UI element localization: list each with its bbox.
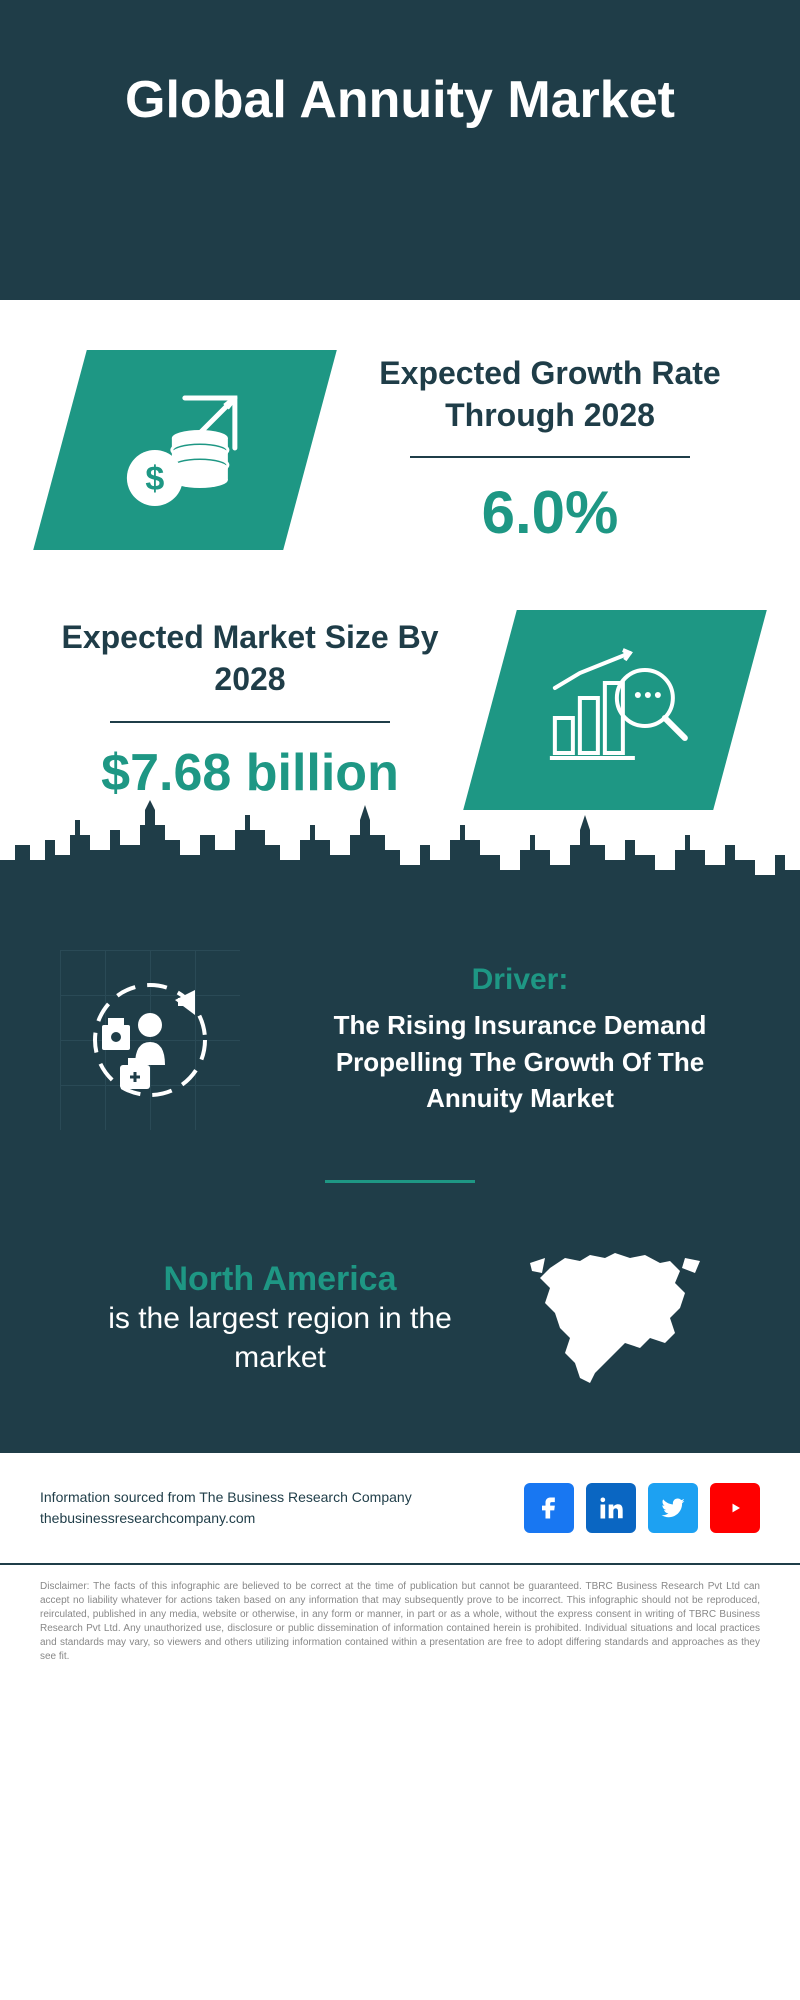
- chart-analysis-icon: [535, 638, 695, 783]
- region-text: North America is the largest region in t…: [80, 1260, 480, 1377]
- footer-line-2: thebusinessresearchcompany.com: [40, 1508, 412, 1529]
- svg-text:$: $: [146, 460, 165, 498]
- region-highlight: North America: [80, 1260, 480, 1299]
- growth-icon-box: $: [33, 350, 337, 550]
- twitter-icon[interactable]: [648, 1483, 698, 1533]
- dark-info-section: Driver: The Rising Insurance Demand Prop…: [0, 910, 800, 1453]
- divider: [110, 721, 390, 723]
- growth-rate-section: $ Expected Growth Rate Through 2028 6.0%: [0, 300, 800, 570]
- growth-rate-label: Expected Growth Rate Through 2028: [360, 353, 740, 436]
- driver-text: Driver: The Rising Insurance Demand Prop…: [300, 963, 740, 1116]
- driver-description: The Rising Insurance Demand Propelling T…: [300, 1007, 740, 1116]
- footer: Information sourced from The Business Re…: [0, 1453, 800, 1565]
- region-subtext: is the largest region in the market: [80, 1299, 480, 1377]
- driver-label: Driver:: [300, 963, 740, 997]
- driver-row: Driver: The Rising Insurance Demand Prop…: [60, 950, 740, 1130]
- facebook-icon[interactable]: [524, 1483, 574, 1533]
- linkedin-icon[interactable]: [586, 1483, 636, 1533]
- section-divider: [325, 1180, 475, 1183]
- growth-rate-value: 6.0%: [360, 478, 740, 547]
- market-size-label: Expected Market Size By 2028: [60, 617, 440, 700]
- footer-line-1: Information sourced from The Business Re…: [40, 1487, 412, 1508]
- driver-icon-box: [60, 950, 240, 1130]
- footer-attribution: Information sourced from The Business Re…: [40, 1487, 412, 1529]
- market-size-text: Expected Market Size By 2028 $7.68 billi…: [60, 617, 440, 802]
- divider: [410, 456, 690, 458]
- disclaimer-text: Disclaimer: The facts of this infographi…: [0, 1565, 800, 1694]
- region-row: North America is the largest region in t…: [60, 1243, 740, 1393]
- market-size-section: Expected Market Size By 2028 $7.68 billi…: [0, 570, 800, 810]
- north-america-map-icon: [520, 1243, 720, 1393]
- social-icons: [524, 1483, 760, 1533]
- youtube-icon[interactable]: [710, 1483, 760, 1533]
- skyline-decoration: [0, 790, 800, 910]
- growth-rate-text: Expected Growth Rate Through 2028 6.0%: [360, 353, 740, 547]
- money-growth-icon: $: [105, 378, 265, 523]
- page-title: Global Annuity Market: [125, 70, 675, 130]
- chart-icon-box: [463, 610, 767, 810]
- header-banner: Global Annuity Market: [0, 0, 800, 300]
